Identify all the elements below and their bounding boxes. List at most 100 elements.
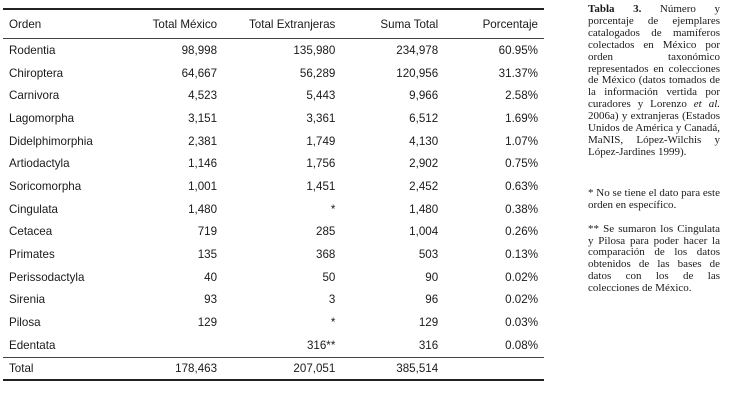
cell-total-mexico: 3,151 xyxy=(188,111,218,125)
table-body: Rodentia 98,998 135,980 234,978 60.95% Chirop… xyxy=(3,39,544,380)
cell-total-mexico: 2,381 xyxy=(188,134,218,148)
cell-total-extranjeras: 285 xyxy=(316,225,336,239)
caption-et-al: et al. xyxy=(693,98,721,111)
table-row: Rodentia 98,998 135,980 234,978 60.95% xyxy=(3,39,544,62)
table-row: Lagomorpha 3,151 3,361 6,512 1.69% xyxy=(3,107,544,130)
cell-suma-total: 6,512 xyxy=(409,111,439,125)
cell-total-extranjeras: 1,756 xyxy=(306,157,336,171)
header-orden: Orden xyxy=(9,17,42,31)
footnote-double-asterisk: ** Se sumaron los Cingulata y Pilosa par… xyxy=(588,222,720,295)
table-row: Perissodactyla 40 50 90 0.02% xyxy=(3,266,544,289)
cell-suma-total: 2,452 xyxy=(409,179,439,193)
cell-porcentaje: 0.75% xyxy=(505,157,538,171)
cell-orden: Lagomorpha xyxy=(9,111,75,125)
cell-total-mexico: 4,523 xyxy=(188,89,218,103)
cell-total-extranjeras: 1,749 xyxy=(306,134,336,148)
cell-orden: Soricomorpha xyxy=(9,179,82,193)
cell-orden: Didelphimorphia xyxy=(9,134,93,148)
cell-porcentaje: 0.02% xyxy=(505,270,538,284)
cell-total-extranjeras: * xyxy=(330,316,336,330)
cell-suma-total: 9,966 xyxy=(409,89,439,103)
total-cell-orden: Total xyxy=(9,361,34,375)
cell-total-extranjeras: 135,980 xyxy=(293,43,336,57)
header-suma-total: Suma Total xyxy=(380,17,439,31)
cell-total-extranjeras: 5,443 xyxy=(306,89,336,103)
cell-orden: Chiroptera xyxy=(9,66,64,80)
cell-total-mexico: 40 xyxy=(204,270,218,284)
cell-total-mexico: 135 xyxy=(197,248,218,262)
header-total-extranjeras: Total Extranjeras xyxy=(248,17,336,31)
caption-text-part-2: 2006a) y extranjeras (Estados Unidos de … xyxy=(588,110,720,158)
cell-porcentaje: 0.38% xyxy=(505,202,538,216)
cell-total-extranjeras: 1,451 xyxy=(306,179,336,193)
cell-porcentaje: 1.07% xyxy=(505,134,538,148)
table-total-row: Total 178,463 207,051 385,514 xyxy=(3,357,544,380)
cell-total-mexico xyxy=(134,334,223,357)
table-row: Pilosa 129 * 129 0.03% xyxy=(3,311,544,334)
cell-orden: Artiodactyla xyxy=(9,157,70,171)
caption-paragraph: Tabla 3. Número y porcentaje de ejemplar… xyxy=(588,3,721,159)
cell-porcentaje: 0.08% xyxy=(505,338,538,352)
cell-total-extranjeras: 3 xyxy=(328,293,336,307)
cell-porcentaje: 0.13% xyxy=(505,248,538,262)
table-row: Soricomorpha 1,001 1,451 2,452 0.63% xyxy=(3,175,544,198)
cell-total-extranjeras: 316** xyxy=(306,338,336,352)
cell-porcentaje: 0.03% xyxy=(505,316,538,330)
cell-total-extranjeras: 368 xyxy=(316,248,336,262)
cell-porcentaje: 1.69% xyxy=(505,111,538,125)
total-cell-porcentaje xyxy=(444,357,544,380)
table-row: Cingulata 1,480 * 1,480 0.38% xyxy=(3,198,544,221)
cell-orden: Perissodactyla xyxy=(9,270,85,284)
table-row: Didelphimorphia 2,381 1,749 4,130 1.07% xyxy=(3,130,544,153)
cell-total-mexico: 64,667 xyxy=(181,66,218,80)
cell-orden: Pilosa xyxy=(9,316,41,330)
table-row: Edentata 316** 316 0.08% xyxy=(3,334,544,357)
caption-label: Tabla 3. xyxy=(588,3,642,15)
cell-suma-total: 90 xyxy=(425,270,439,284)
cell-suma-total: 1,480 xyxy=(409,202,439,216)
table-row: Sirenia 93 3 96 0.02% xyxy=(3,289,544,312)
total-cell-total-extranjeras: 207,051 xyxy=(293,361,336,375)
table-row: Artiodactyla 1,146 1,756 2,902 0.75% xyxy=(3,152,544,175)
cell-orden: Sirenia xyxy=(9,293,46,307)
table-row: Cetacea 719 285 1,004 0.26% xyxy=(3,221,544,244)
cell-porcentaje: 60.95% xyxy=(498,43,538,57)
cell-orden: Carnivora xyxy=(9,89,60,103)
caption-text-part-1: Número y porcentaje de ejemplares catalo… xyxy=(588,3,720,111)
table-row: Chiroptera 64,667 56,289 120,956 31.37% xyxy=(3,62,544,85)
cell-suma-total: 120,956 xyxy=(396,66,439,80)
cell-suma-total: 96 xyxy=(425,293,439,307)
table-header-row: Orden Total México Total Extranjeras Sum… xyxy=(3,9,544,39)
cell-total-mexico: 93 xyxy=(204,293,218,307)
cell-orden: Cetacea xyxy=(9,225,53,239)
cell-orden: Cingulata xyxy=(9,202,58,216)
cell-suma-total: 4,130 xyxy=(409,134,439,148)
cell-orden: Primates xyxy=(9,248,55,262)
cell-total-mexico: 719 xyxy=(197,225,218,239)
cell-orden: Edentata xyxy=(9,338,56,352)
cell-total-extranjeras: 56,289 xyxy=(299,66,336,80)
table-row: Primates 135 368 503 0.13% xyxy=(3,243,544,266)
specimens-table: Orden Total México Total Extranjeras Sum… xyxy=(3,8,544,381)
cell-total-extranjeras: 50 xyxy=(322,270,336,284)
cell-orden: Rodentia xyxy=(9,43,56,57)
specimens-table-container: Orden Total México Total Extranjeras Sum… xyxy=(3,8,544,381)
total-cell-total-mexico: 178,463 xyxy=(175,361,218,375)
cell-suma-total: 1,004 xyxy=(409,225,439,239)
cell-total-mexico: 98,998 xyxy=(181,43,218,57)
cell-suma-total: 2,902 xyxy=(409,157,439,171)
cell-total-extranjeras: * xyxy=(330,202,336,216)
header-porcentaje: Porcentaje xyxy=(482,17,538,31)
cell-porcentaje: 0.63% xyxy=(505,179,538,193)
cell-suma-total: 503 xyxy=(418,248,439,262)
cell-total-mexico: 1,146 xyxy=(188,157,218,171)
cell-total-extranjeras: 3,361 xyxy=(306,111,336,125)
cell-porcentaje: 0.26% xyxy=(505,225,538,239)
table-caption: Tabla 3. Número y porcentaje de ejemplar… xyxy=(588,3,721,295)
cell-porcentaje: 0.02% xyxy=(505,293,538,307)
cell-total-mexico: 1,480 xyxy=(188,202,218,216)
header-total-mexico: Total México xyxy=(152,17,218,31)
cell-suma-total: 234,978 xyxy=(396,43,439,57)
table-row: Carnivora 4,523 5,443 9,966 2.58% xyxy=(3,84,544,107)
cell-porcentaje: 31.37% xyxy=(498,66,538,80)
